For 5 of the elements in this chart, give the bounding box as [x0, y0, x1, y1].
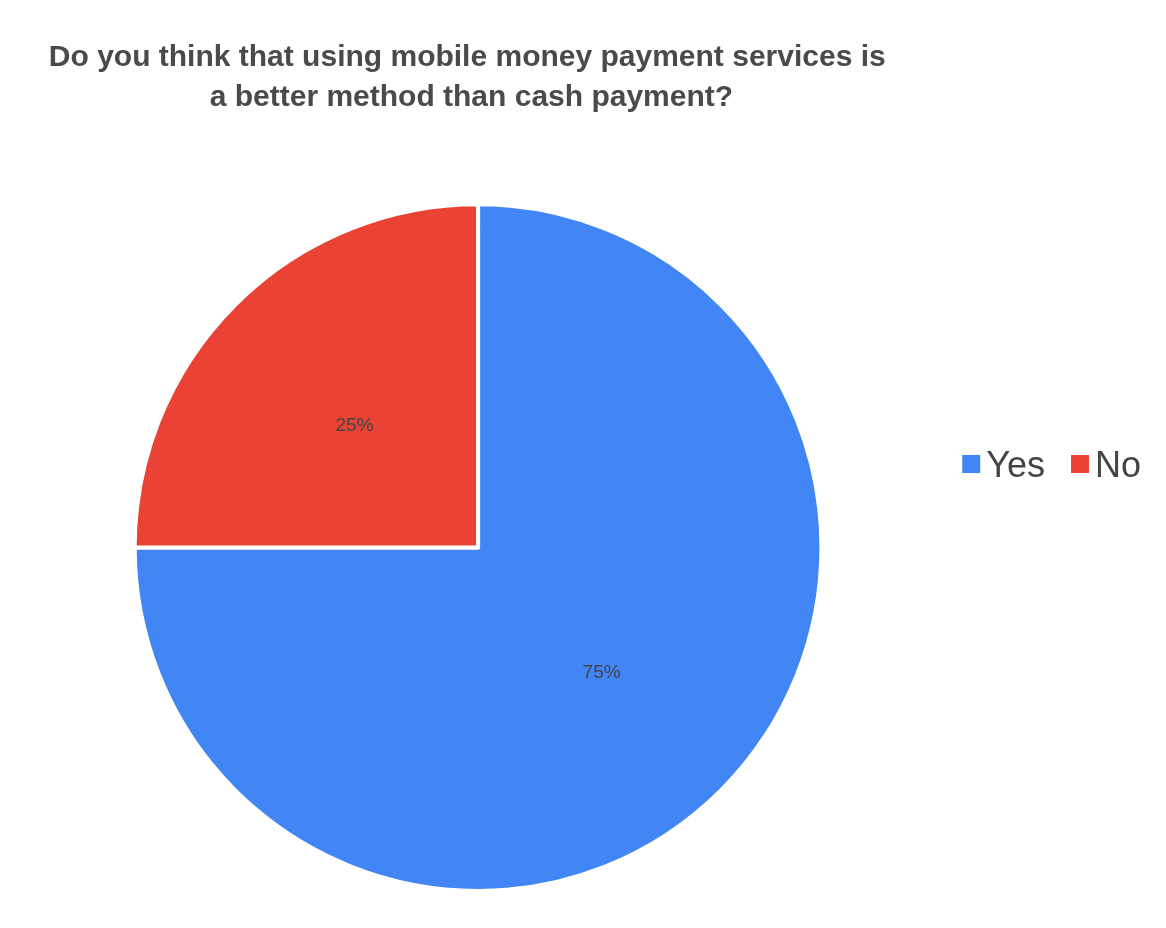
- legend-label: No: [1094, 443, 1142, 485]
- data-label: 75%: [582, 660, 621, 682]
- legend-label: Yes: [986, 443, 1045, 485]
- data-label: 25%: [335, 413, 374, 435]
- chart-title: Do you think that using mobile money payment services is a better method than cash payment?: [48, 38, 894, 112]
